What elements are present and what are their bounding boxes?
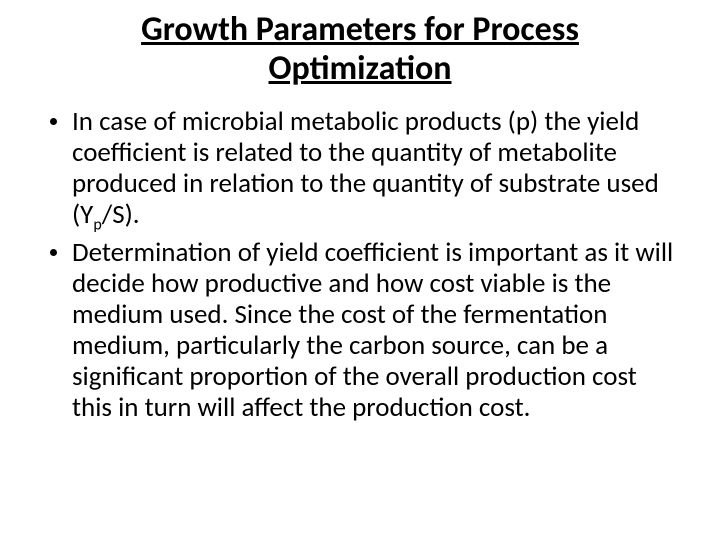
slide-body: In case of microbial metabolic products … [44,106,680,428]
bullet-text-sub: p [93,216,101,235]
bullet-text-pre: In case of microbial metabolic products … [72,105,659,231]
slide-title: Growth Parameters for Process Optimizati… [40,10,680,88]
bullet-item: Determination of yield coefficient is im… [44,237,680,428]
slide: Growth Parameters for Process Optimizati… [0,0,720,540]
title-line-1: Growth Parameters for Process [141,9,579,50]
bullet-item: In case of microbial metabolic products … [44,106,680,235]
bullet-icon [50,249,57,256]
bullet-text-post: /S). [102,198,140,231]
title-line-2: Optimization [269,48,452,89]
bullet-icon [50,118,57,125]
bullet-text-pre: Determination of yield coefficient is im… [72,236,673,424]
